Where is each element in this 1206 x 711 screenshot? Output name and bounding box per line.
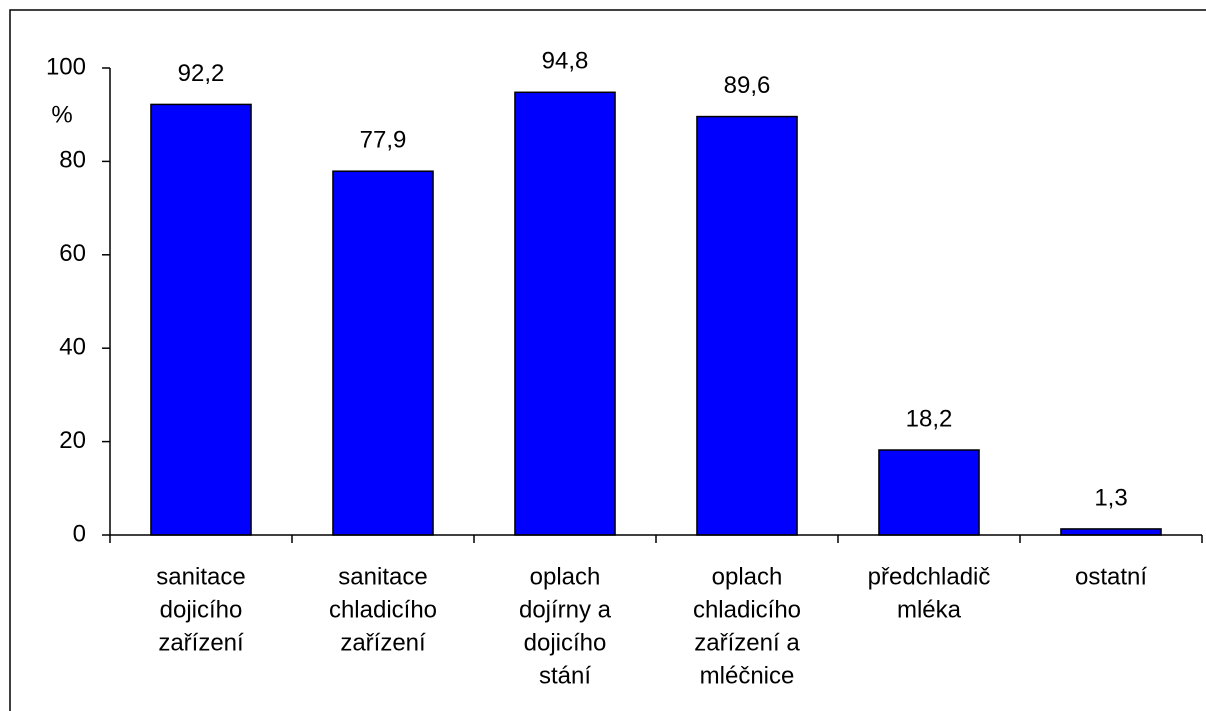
x-tick-label: mléka bbox=[897, 596, 962, 623]
value-label: 89,6 bbox=[724, 72, 771, 99]
x-tick-label: dojírny a bbox=[519, 596, 612, 623]
x-tick-label: chladicího bbox=[693, 596, 801, 623]
x-tick-label: oplach bbox=[530, 563, 601, 590]
y-tick-label: 20 bbox=[59, 427, 86, 454]
x-tick-label: dojicího bbox=[524, 629, 607, 656]
chart-border bbox=[9, 9, 1206, 711]
y-axis-label: % bbox=[51, 101, 72, 128]
value-label: 92,2 bbox=[178, 60, 225, 87]
bar bbox=[1060, 528, 1162, 536]
bar bbox=[514, 91, 616, 536]
x-tick-label: sanitace bbox=[156, 563, 245, 590]
x-tick-label: mléčnice bbox=[700, 662, 795, 689]
x-tick-label: zařízení bbox=[340, 629, 426, 656]
value-label: 77,9 bbox=[360, 127, 407, 154]
y-tick-label: 40 bbox=[59, 334, 86, 361]
y-tick-label: 100 bbox=[46, 53, 86, 80]
x-tick-label: zařízení bbox=[158, 629, 244, 656]
bar bbox=[696, 115, 798, 536]
bar bbox=[878, 449, 980, 536]
y-tick-label: 60 bbox=[59, 240, 86, 267]
bar bbox=[150, 103, 252, 536]
x-tick-label: sanitace bbox=[338, 563, 427, 590]
x-tick-label: chladicího bbox=[329, 596, 437, 623]
value-label: 94,8 bbox=[542, 48, 589, 75]
value-label: 18,2 bbox=[906, 405, 953, 432]
x-tick-label: předchladič bbox=[868, 563, 991, 590]
x-tick-label: zařízení a bbox=[694, 629, 800, 656]
x-tick-label: stání bbox=[539, 662, 591, 689]
x-tick-label: ostatní bbox=[1075, 563, 1147, 590]
value-label: 1,3 bbox=[1094, 484, 1127, 511]
x-tick-label: oplach bbox=[712, 563, 783, 590]
y-tick-label: 80 bbox=[59, 147, 86, 174]
bar bbox=[332, 170, 434, 536]
x-tick-label: dojicího bbox=[160, 596, 243, 623]
y-tick-label: 0 bbox=[73, 520, 86, 547]
